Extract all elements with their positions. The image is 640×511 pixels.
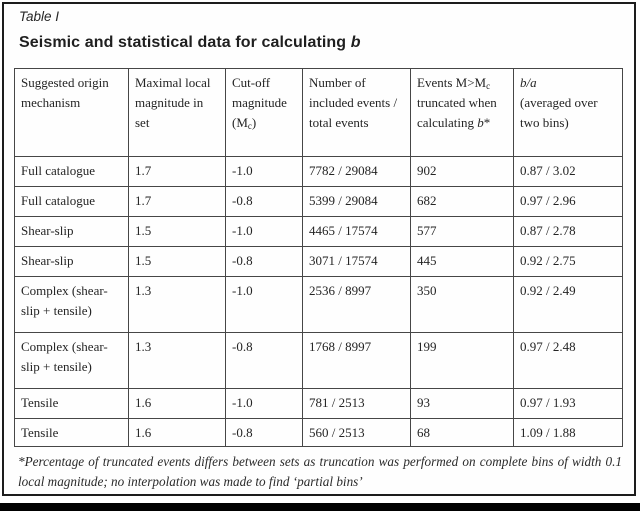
cell-b-over-a: 0.92 / 2.75	[513, 246, 623, 277]
table-row: Shear-slip 1.5 -1.0 4465 / 17574 577 0.8…	[14, 216, 623, 247]
cell-b-over-a: 0.97 / 2.96	[513, 186, 623, 217]
cell-mechanism: Full catalogue	[14, 186, 129, 217]
col-header-mechanism: Suggested origin mechanism	[14, 68, 129, 157]
cell-max-magnitude: 1.3	[128, 276, 226, 333]
cell-truncated: 445	[410, 246, 514, 277]
cell-b-over-a: 0.97 / 1.93	[513, 388, 623, 419]
table-header-row: Suggested origin mechanism Maximal local…	[14, 68, 623, 157]
page-rule-bar	[0, 503, 640, 511]
figure-title-variable: b	[350, 34, 361, 51]
cell-cutoff: -0.8	[225, 418, 303, 447]
table-footnote: *Percentage of truncated events differs …	[18, 454, 622, 489]
asterisk: *	[483, 115, 491, 130]
cell-cutoff: -0.8	[225, 246, 303, 277]
col-header-b-over-a: b/a (averaged over two bins)	[513, 68, 623, 157]
cell-truncated: 93	[410, 388, 514, 419]
cell-max-magnitude: 1.7	[128, 156, 226, 187]
col-header-max-magnitude: Maximal local magnitude in set	[128, 68, 226, 157]
table-label: Table I	[19, 9, 60, 24]
table-row: Full catalogue 1.7 -1.0 7782 / 29084 902…	[14, 156, 623, 187]
cell-included-events: 5399 / 29084	[302, 186, 411, 217]
cell-included-events: 781 / 2513	[302, 388, 411, 419]
variable-b-over-a: b/a	[520, 75, 537, 90]
cell-b-over-a: 0.87 / 3.02	[513, 156, 623, 187]
variable-b: b	[477, 115, 484, 130]
cell-mechanism: Full catalogue	[14, 156, 129, 187]
cell-mechanism: Complex (shear-slip + tensile)	[14, 332, 129, 389]
cell-max-magnitude: 1.5	[128, 216, 226, 247]
subscript-c: c	[486, 81, 491, 91]
table-row: Tensile 1.6 -0.8 560 / 2513 68 1.09 / 1.…	[14, 418, 623, 447]
col-header-truncated-events: Events M>Mc truncated when calculating b…	[410, 68, 514, 157]
cell-cutoff: -1.0	[225, 216, 303, 247]
cell-truncated: 577	[410, 216, 514, 247]
figure-caption: Table I Seismic and statistical data for…	[4, 9, 634, 52]
cell-max-magnitude: 1.7	[128, 186, 226, 217]
cell-max-magnitude: 1.3	[128, 332, 226, 389]
figure-title: Seismic and statistical data for calcula…	[19, 34, 634, 52]
table-row: Shear-slip 1.5 -0.8 3071 / 17574 445 0.9…	[14, 246, 623, 277]
table-row: Complex (shear-slip + tensile) 1.3 -0.8 …	[14, 332, 623, 389]
cell-cutoff: -0.8	[225, 186, 303, 217]
cell-mechanism: Shear-slip	[14, 246, 129, 277]
cell-max-magnitude: 1.6	[128, 388, 226, 419]
cell-included-events: 1768 / 8997	[302, 332, 411, 389]
cell-b-over-a: 0.87 / 2.78	[513, 216, 623, 247]
seismic-data-table: Suggested origin mechanism Maximal local…	[14, 68, 623, 447]
cell-mechanism: Shear-slip	[14, 216, 129, 247]
cell-b-over-a: 0.97 / 2.48	[513, 332, 623, 389]
subscript-c: c	[247, 121, 252, 131]
cell-truncated: 68	[410, 418, 514, 447]
table-row: Tensile 1.6 -1.0 781 / 2513 93 0.97 / 1.…	[14, 388, 623, 419]
table-row: Complex (shear-slip + tensile) 1.3 -1.0 …	[14, 276, 623, 333]
cell-included-events: 3071 / 17574	[302, 246, 411, 277]
cell-max-magnitude: 1.5	[128, 246, 226, 277]
cell-b-over-a: 1.09 / 1.88	[513, 418, 623, 447]
cell-max-magnitude: 1.6	[128, 418, 226, 447]
cell-truncated: 199	[410, 332, 514, 389]
col-header-cutoff-magnitude: Cut-off magnitude (Mc)	[225, 68, 303, 157]
cell-included-events: 4465 / 17574	[302, 216, 411, 247]
cell-truncated: 902	[410, 156, 514, 187]
cell-cutoff: -0.8	[225, 332, 303, 389]
cell-b-over-a: 0.92 / 2.49	[513, 276, 623, 333]
cell-included-events: 2536 / 8997	[302, 276, 411, 333]
cell-mechanism: Tensile	[14, 418, 129, 447]
table-row: Full catalogue 1.7 -0.8 5399 / 29084 682…	[14, 186, 623, 217]
cell-cutoff: -1.0	[225, 388, 303, 419]
cell-cutoff: -1.0	[225, 156, 303, 187]
figure-frame: Table I Seismic and statistical data for…	[2, 2, 636, 496]
figure-title-text: Seismic and statistical data for calcula…	[19, 34, 347, 51]
cell-cutoff: -1.0	[225, 276, 303, 333]
col-header-included-events: Number of included events / total events	[302, 68, 411, 157]
cell-mechanism: Tensile	[14, 388, 129, 419]
cell-truncated: 350	[410, 276, 514, 333]
cell-mechanism: Complex (shear-slip + tensile)	[14, 276, 129, 333]
cell-truncated: 682	[410, 186, 514, 217]
cell-included-events: 560 / 2513	[302, 418, 411, 447]
cell-included-events: 7782 / 29084	[302, 156, 411, 187]
